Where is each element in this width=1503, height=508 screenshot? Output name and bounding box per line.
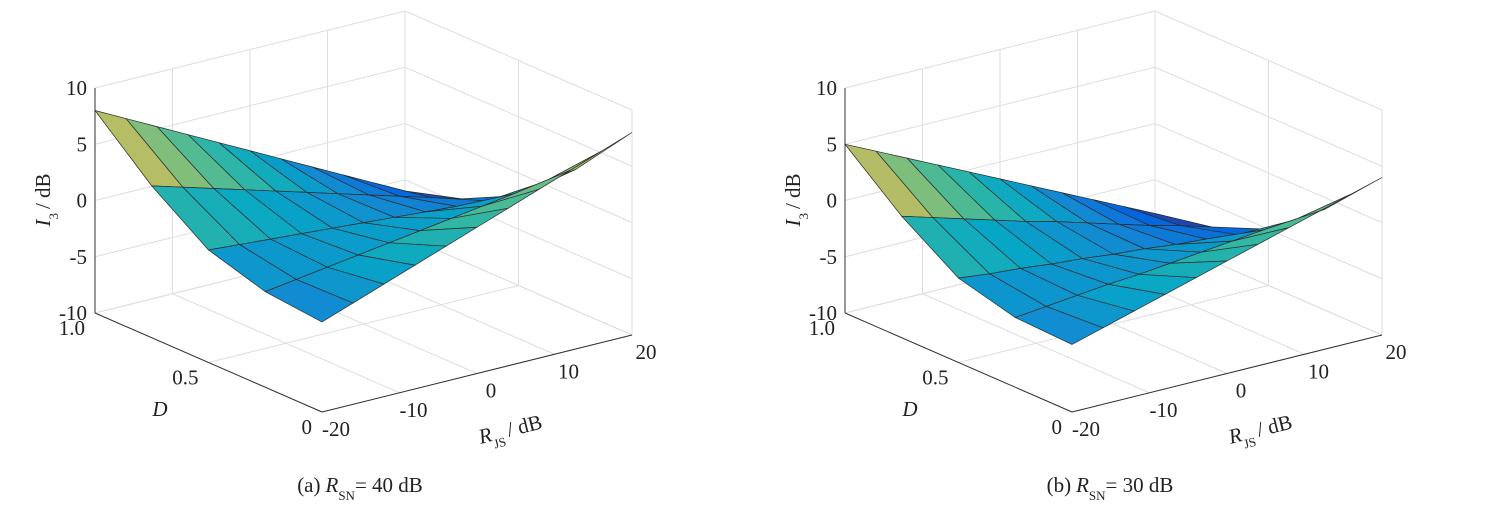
caption-part: SN [338,488,355,503]
surface-patch [264,279,354,323]
z-tick-label: -5 [820,245,838,269]
z-axis-label-part: I [781,219,805,228]
x-tick-label: 20 [1386,340,1407,364]
caption-part: = 30 dB [1106,473,1174,497]
z-tick-label: -5 [70,245,88,269]
y-tick-label: 0.5 [922,366,948,390]
caption-part: = 40 dB [355,473,423,497]
caption: (a) RSN= 40 dB [297,473,423,503]
caption-part: (b) [1047,473,1072,497]
grid-line [958,285,1269,363]
y-axis-label: D [901,397,917,421]
x-axis-label-part: / dB [504,410,544,442]
y-axis [844,312,1073,413]
grid-line [208,285,519,363]
y-tick-label: 1.0 [59,316,85,340]
x-axis-label-part: JS [1242,433,1258,451]
x-axis-label-part: R [1225,422,1244,449]
z-tick-label: 10 [66,76,87,100]
x-tick-label: 0 [486,379,497,403]
grid-line [1154,10,1383,111]
x-tick-label: -10 [1150,398,1178,422]
y-tick-label: 1.0 [809,316,835,340]
z-tick-label: 5 [827,132,838,156]
y-tick-label: 0 [1052,415,1063,439]
y-tick-label: 0.5 [172,366,198,390]
z-axis-label-part: 3 [796,213,811,220]
x-tick-label: 10 [558,359,579,383]
grid-line [404,235,633,336]
grid-line [844,10,1156,89]
x-tick-label: -20 [322,417,350,441]
grid-line [94,10,406,89]
x-axis-label-part: R [475,422,494,449]
z-axis-label-part: / dB [31,173,55,209]
z-tick-label: 0 [827,189,838,213]
y-axis [94,312,323,413]
grid-line [404,66,633,167]
surface-patch [1232,210,1321,242]
caption-part: SN [1089,488,1106,503]
x-axis-label: RJS/ dB [475,410,546,455]
grid-line [404,123,633,223]
z-tick-label: 5 [77,132,88,156]
z-tick-label: 0 [77,189,88,213]
z-tick-label: 10 [816,76,837,100]
x-tick-label: -20 [1072,417,1100,441]
z-axis-label-part: I [31,219,55,228]
caption-part: R [1075,473,1089,497]
z-axis-label: I3 / dB [31,173,61,227]
surface-patch [1014,306,1104,345]
x-axis-label: RJS/ dB [1225,410,1296,455]
caption-part: R [325,473,339,497]
x-tick-label: -10 [400,398,428,422]
x-axis-label-part: / dB [1254,410,1294,442]
surface-patch [1294,177,1383,221]
x-tick-label: 20 [636,340,657,364]
x-tick-label: 0 [1236,379,1247,403]
z-axis-label: I3 / dB [781,173,811,227]
grid-line [404,10,633,111]
surface-patch [482,170,571,207]
x-axis-label-part: JS [492,433,508,451]
z-axis-label-part: / dB [781,173,805,209]
z-axis-label-part: 3 [46,213,61,220]
z-tick-label: -10 [809,301,837,325]
x-axis [321,334,633,413]
caption: (b) RSN= 30 dB [1047,473,1174,503]
grid-line [1154,66,1383,167]
y-axis-label: D [151,397,167,421]
x-tick-label: 10 [1308,359,1329,383]
grid-line [1154,123,1383,223]
caption-part: (a) [297,473,320,497]
y-tick-label: 0 [302,415,313,439]
z-tick-label: -10 [59,301,87,325]
grid-line [844,66,1156,145]
x-axis [1071,334,1383,413]
